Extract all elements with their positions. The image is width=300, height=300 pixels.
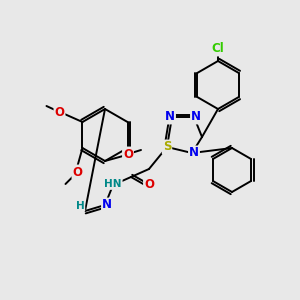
- Text: Cl: Cl: [212, 43, 224, 56]
- Text: S: S: [163, 140, 171, 154]
- Text: HN: HN: [104, 179, 122, 189]
- Text: N: N: [165, 110, 175, 124]
- Text: O: O: [123, 148, 133, 160]
- Text: N: N: [191, 110, 201, 124]
- Text: H: H: [76, 201, 84, 211]
- Text: O: O: [73, 166, 82, 178]
- Text: O: O: [144, 178, 154, 191]
- Text: O: O: [55, 106, 64, 118]
- Text: N: N: [189, 146, 199, 160]
- Text: N: N: [102, 199, 112, 212]
